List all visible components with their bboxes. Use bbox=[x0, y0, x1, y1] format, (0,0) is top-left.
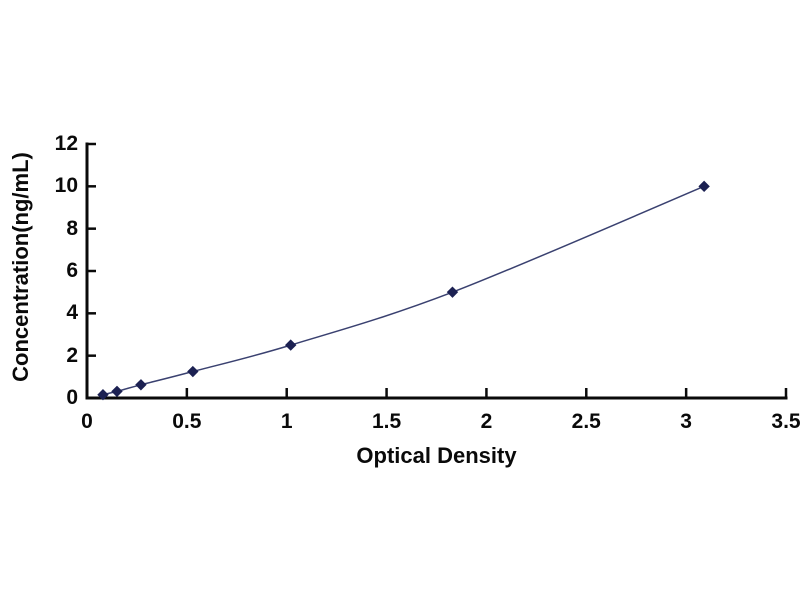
y-tick-label: 0 bbox=[66, 386, 78, 409]
axis-frame bbox=[85, 142, 788, 400]
x-tick-label: 0.5 bbox=[172, 410, 202, 433]
y-tick-label: 4 bbox=[66, 301, 78, 325]
y-tick-label: 8 bbox=[66, 216, 78, 240]
x-tick-label: 0 bbox=[81, 410, 93, 433]
y-tick-label: 12 bbox=[54, 132, 78, 155]
x-tick-label: 1.5 bbox=[371, 410, 402, 433]
data-point-marker bbox=[97, 388, 109, 401]
x-tick-label: 2.5 bbox=[571, 410, 601, 433]
data-point-marker bbox=[135, 379, 147, 391]
x-tick-label: 3 bbox=[680, 410, 692, 433]
y-tick-label: 2 bbox=[66, 343, 78, 367]
x-tick-label: 3.5 bbox=[771, 410, 800, 433]
x-tick-label: 1 bbox=[280, 410, 293, 433]
y-tick-label: 10 bbox=[54, 174, 78, 198]
y-tick-label: 6 bbox=[66, 259, 78, 282]
standard-curve-line bbox=[102, 185, 705, 396]
x-tick-label: 2 bbox=[480, 410, 493, 433]
data-point-marker bbox=[698, 180, 710, 193]
data-point-marker bbox=[111, 385, 123, 398]
data-point-marker bbox=[285, 339, 297, 351]
x-axis-title: Optical Density bbox=[356, 443, 517, 468]
data-point-marker bbox=[446, 286, 459, 298]
data-point-marker bbox=[187, 365, 199, 378]
